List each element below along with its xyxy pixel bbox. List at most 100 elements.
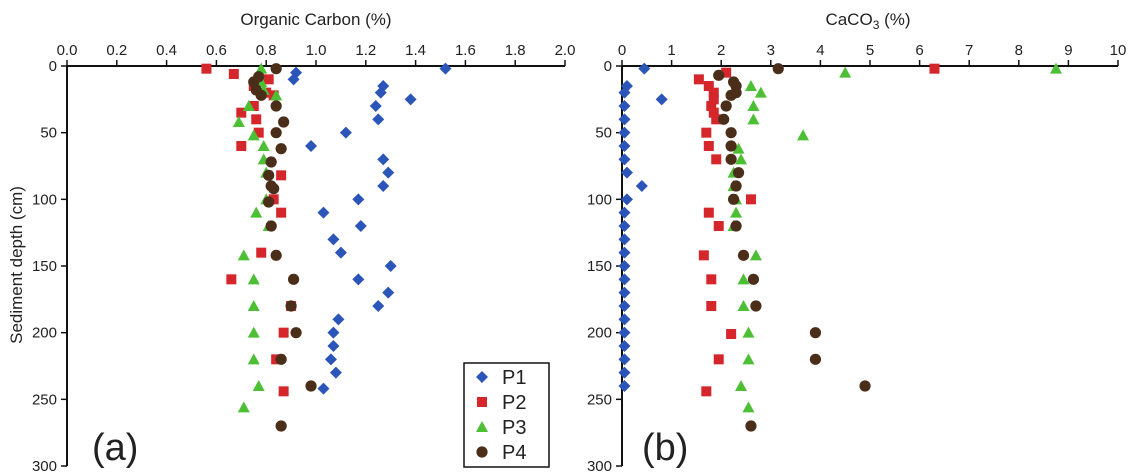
point-p1 bbox=[317, 382, 330, 395]
x-tick-label: 1.4 bbox=[405, 42, 426, 59]
point-p3 bbox=[735, 153, 748, 165]
point-p4 bbox=[263, 169, 275, 181]
point-p2 bbox=[701, 127, 712, 138]
point-p1 bbox=[618, 206, 631, 219]
legend-label-p3: P3 bbox=[502, 417, 526, 439]
point-p3 bbox=[732, 142, 745, 154]
panel-b-data-points bbox=[618, 62, 1062, 432]
point-p1 bbox=[638, 62, 651, 75]
point-p4 bbox=[287, 273, 300, 285]
point-p4 bbox=[255, 89, 267, 101]
point-p2 bbox=[278, 386, 289, 397]
point-p4 bbox=[290, 327, 302, 339]
point-p1 bbox=[377, 153, 390, 166]
point-p2 bbox=[253, 127, 264, 138]
point-p1 bbox=[618, 340, 631, 352]
point-p3 bbox=[747, 113, 760, 125]
point-p4 bbox=[725, 89, 737, 101]
x-tick-label: 8 bbox=[1015, 42, 1023, 59]
point-p4 bbox=[275, 420, 287, 432]
x-tick-label: 1.8 bbox=[505, 42, 526, 59]
point-p3 bbox=[247, 273, 260, 285]
point-p3 bbox=[742, 353, 755, 365]
point-p3 bbox=[232, 116, 245, 127]
panel-a-data-points bbox=[201, 62, 452, 432]
point-p1 bbox=[618, 366, 631, 379]
x-tick-label: 4 bbox=[816, 42, 824, 59]
point-p2 bbox=[236, 107, 247, 118]
y-tick-label: 50 bbox=[40, 125, 57, 142]
point-p1 bbox=[317, 206, 330, 219]
point-p3 bbox=[237, 249, 250, 261]
x-tick-label: 0.4 bbox=[156, 42, 177, 59]
x-tick-label: 2 bbox=[717, 42, 725, 59]
point-p2 bbox=[703, 141, 714, 151]
point-p1 bbox=[618, 153, 631, 166]
point-p2 bbox=[226, 274, 237, 285]
point-p2 bbox=[263, 74, 274, 85]
point-p4 bbox=[278, 116, 290, 128]
point-p1 bbox=[618, 273, 631, 286]
x-tick-label: 0.2 bbox=[106, 42, 127, 59]
point-p4 bbox=[305, 380, 317, 392]
point-p3 bbox=[797, 129, 810, 141]
legend-items: P1 P2 P3 P4 bbox=[476, 367, 526, 464]
point-p1 bbox=[327, 340, 340, 352]
panel-b-title-sub: 3 bbox=[873, 18, 880, 32]
y-tick-label: 250 bbox=[32, 391, 57, 408]
point-p4 bbox=[270, 249, 282, 261]
point-p1 bbox=[618, 353, 631, 366]
point-p1 bbox=[618, 246, 631, 259]
point-p4 bbox=[275, 353, 287, 365]
point-p1 bbox=[329, 366, 342, 379]
point-p3 bbox=[247, 129, 260, 141]
point-p1 bbox=[332, 313, 345, 326]
point-p1 bbox=[352, 193, 365, 206]
x-tick-label: 6 bbox=[915, 42, 923, 59]
point-p2 bbox=[713, 354, 724, 365]
x-tick-label: 0 bbox=[618, 42, 626, 59]
point-p4 bbox=[718, 113, 730, 125]
point-p3 bbox=[742, 401, 755, 413]
point-p3 bbox=[742, 326, 755, 338]
point-p3 bbox=[242, 100, 255, 111]
y-tick-label: 200 bbox=[32, 325, 57, 342]
point-p1 bbox=[339, 126, 352, 139]
legend: P1 P2 P3 P4 bbox=[463, 362, 550, 468]
point-p3 bbox=[237, 401, 250, 413]
x-tick-label: 0.0 bbox=[57, 42, 78, 59]
point-p1 bbox=[374, 86, 387, 99]
point-p4 bbox=[859, 380, 871, 392]
point-p1 bbox=[620, 166, 633, 179]
y-axis-label: Sediment depth (cm) bbox=[7, 186, 26, 344]
point-p4 bbox=[745, 420, 757, 432]
point-p3 bbox=[839, 66, 852, 78]
point-p2 bbox=[711, 114, 722, 125]
point-p4 bbox=[270, 100, 282, 112]
point-p1 bbox=[618, 300, 631, 312]
point-p1 bbox=[618, 140, 631, 152]
point-p4 bbox=[268, 183, 280, 195]
point-p1 bbox=[287, 73, 300, 86]
point-p4 bbox=[732, 167, 745, 179]
point-p2 bbox=[268, 194, 279, 205]
point-p3 bbox=[247, 353, 260, 365]
panel-a-label: (a) bbox=[92, 427, 138, 469]
legend-label-p1: P1 bbox=[502, 367, 526, 389]
point-p4 bbox=[270, 63, 282, 75]
point-p2 bbox=[248, 101, 259, 111]
x-tick-label: 7 bbox=[965, 42, 973, 59]
point-p1 bbox=[618, 260, 631, 272]
y-tick-label: 0 bbox=[49, 58, 57, 75]
point-p1 bbox=[655, 93, 668, 106]
point-p4 bbox=[809, 353, 822, 365]
point-p2 bbox=[706, 301, 717, 311]
point-p4 bbox=[263, 196, 275, 208]
x-tick-label: 5 bbox=[866, 42, 874, 59]
point-p3 bbox=[737, 273, 750, 285]
y-tick-label: 100 bbox=[587, 191, 612, 208]
point-p3 bbox=[747, 100, 760, 111]
point-p1 bbox=[382, 286, 395, 299]
point-p3 bbox=[735, 380, 748, 391]
point-p1 bbox=[618, 113, 631, 126]
